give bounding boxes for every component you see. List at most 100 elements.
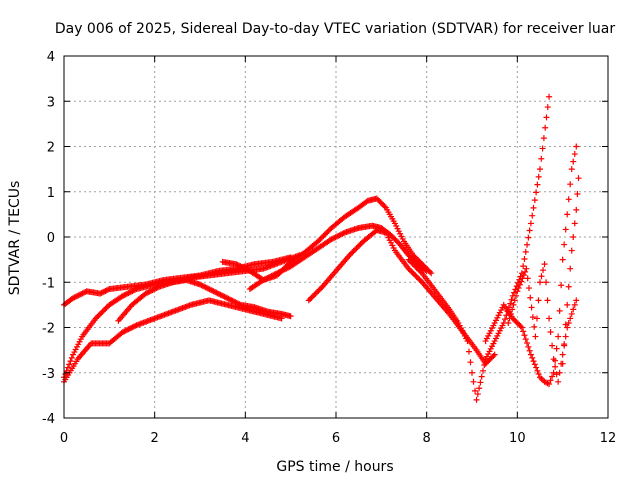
data-point-marker (234, 261, 241, 268)
data-point-marker (121, 292, 128, 299)
data-point-marker (570, 306, 577, 313)
chart-title: Day 006 of 2025, Sidereal Day-to-day VTE… (55, 21, 616, 37)
data-point-marker (539, 145, 546, 152)
data-point-marker (99, 308, 106, 315)
data-point-marker (316, 237, 323, 244)
data-point-marker (514, 288, 521, 295)
data-point-marker (324, 229, 331, 236)
data-point-marker (381, 203, 388, 210)
data-point-marker (409, 269, 416, 276)
data-point-marker (98, 310, 105, 317)
data-point-marker (508, 296, 515, 303)
data-point-marker (549, 373, 556, 380)
data-point-marker (329, 235, 336, 242)
data-point-marker (531, 323, 538, 330)
data-point-marker (410, 271, 417, 278)
data-point-marker (233, 261, 240, 268)
data-point-marker (100, 307, 107, 314)
data-point-marker (264, 274, 271, 281)
data-point-marker (280, 266, 287, 273)
data-point-marker (537, 166, 543, 173)
data-point-marker (555, 333, 562, 340)
data-point-marker (202, 284, 209, 291)
data-point-marker (272, 270, 279, 277)
data-point-marker (122, 291, 129, 298)
data-point-marker (465, 348, 472, 355)
data-point-marker (518, 324, 525, 331)
x-tick-label: 6 (332, 431, 340, 446)
data-point-marker (561, 241, 568, 248)
data-point-marker (75, 292, 82, 299)
data-point-marker (570, 158, 577, 165)
x-axis-label: GPS time / hours (276, 459, 393, 475)
data-point-marker (102, 305, 109, 312)
data-point-marker (214, 290, 221, 297)
data-point-marker (502, 316, 509, 323)
data-point-marker (473, 396, 480, 403)
data-point-marker (217, 291, 224, 298)
data-point-marker (529, 354, 536, 361)
data-point-marker (568, 310, 575, 317)
data-point-marker (232, 299, 239, 306)
data-point-marker (146, 288, 153, 295)
series-track-d (115, 276, 294, 324)
series-track-k (559, 175, 582, 367)
data-point-marker (573, 143, 580, 150)
data-point-marker (511, 289, 518, 296)
data-point-marker (530, 204, 537, 211)
data-point-marker (534, 181, 541, 188)
data-point-marker (534, 367, 541, 374)
y-tick-label: -4 (42, 412, 55, 427)
data-point-marker (105, 286, 112, 293)
data-point-marker (567, 181, 574, 188)
data-point-marker (565, 283, 572, 290)
data-point-marker (565, 319, 572, 326)
data-point-marker (128, 324, 135, 331)
data-point-marker (543, 279, 550, 286)
data-point-marker (568, 166, 575, 173)
data-point-marker (564, 301, 571, 308)
data-point-marker (524, 241, 531, 248)
data-point-marker (417, 277, 424, 284)
data-point-marker (197, 281, 203, 288)
data-point-marker (558, 282, 565, 289)
data-point-marker (520, 272, 527, 279)
data-point-marker (415, 266, 422, 273)
data-point-marker (531, 197, 538, 204)
data-point-marker (535, 173, 542, 180)
data-point-marker (570, 234, 577, 240)
data-point-marker (470, 378, 477, 385)
data-point-marker (242, 265, 249, 272)
data-point-marker (405, 256, 412, 263)
data-point-marker (349, 249, 356, 256)
data-point-marker (546, 315, 553, 322)
data-point-marker (561, 341, 568, 348)
x-tick-label: 4 (241, 431, 249, 446)
data-point-marker (549, 342, 556, 349)
data-point-marker (529, 212, 536, 219)
data-point-marker (235, 300, 242, 307)
data-point-marker (207, 286, 214, 293)
data-point-marker (221, 293, 228, 300)
data-point-marker (209, 287, 216, 294)
data-point-marker (356, 242, 363, 249)
data-point-marker (72, 293, 79, 300)
data-point-marker (467, 359, 474, 366)
data-point-marker (555, 378, 562, 385)
y-tick-label: 1 (47, 186, 55, 201)
data-point-marker (263, 275, 270, 282)
data-point-marker (210, 288, 217, 295)
data-point-marker (203, 284, 210, 291)
data-point-marker (518, 278, 525, 285)
data-point-marker (567, 315, 574, 322)
data-point-marker (125, 326, 132, 333)
data-point-marker (284, 264, 291, 271)
data-point-marker (315, 287, 322, 294)
data-point-marker (142, 290, 149, 297)
data-point-marker (279, 267, 286, 274)
data-point-marker (527, 220, 534, 227)
data-point-marker (522, 336, 529, 343)
data-point-marker (332, 234, 339, 241)
data-point-marker (205, 285, 212, 292)
